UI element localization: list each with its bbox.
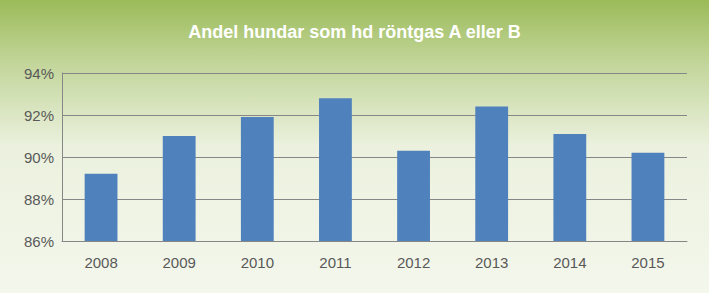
- svg-text:86%: 86%: [24, 233, 54, 250]
- svg-text:2010: 2010: [241, 254, 274, 271]
- svg-text:Andel hundar som hd röntgas A: Andel hundar som hd röntgas A eller B: [188, 22, 521, 42]
- svg-text:92%: 92%: [24, 107, 54, 124]
- svg-text:2012: 2012: [397, 254, 430, 271]
- svg-text:90%: 90%: [24, 149, 54, 166]
- svg-text:2008: 2008: [84, 254, 117, 271]
- svg-text:2014: 2014: [553, 254, 586, 271]
- svg-text:88%: 88%: [24, 191, 54, 208]
- svg-text:2009: 2009: [163, 254, 196, 271]
- svg-text:2011: 2011: [319, 254, 351, 271]
- svg-text:2015: 2015: [631, 254, 664, 271]
- svg-text:2013: 2013: [475, 254, 508, 271]
- svg-text:94%: 94%: [24, 65, 54, 82]
